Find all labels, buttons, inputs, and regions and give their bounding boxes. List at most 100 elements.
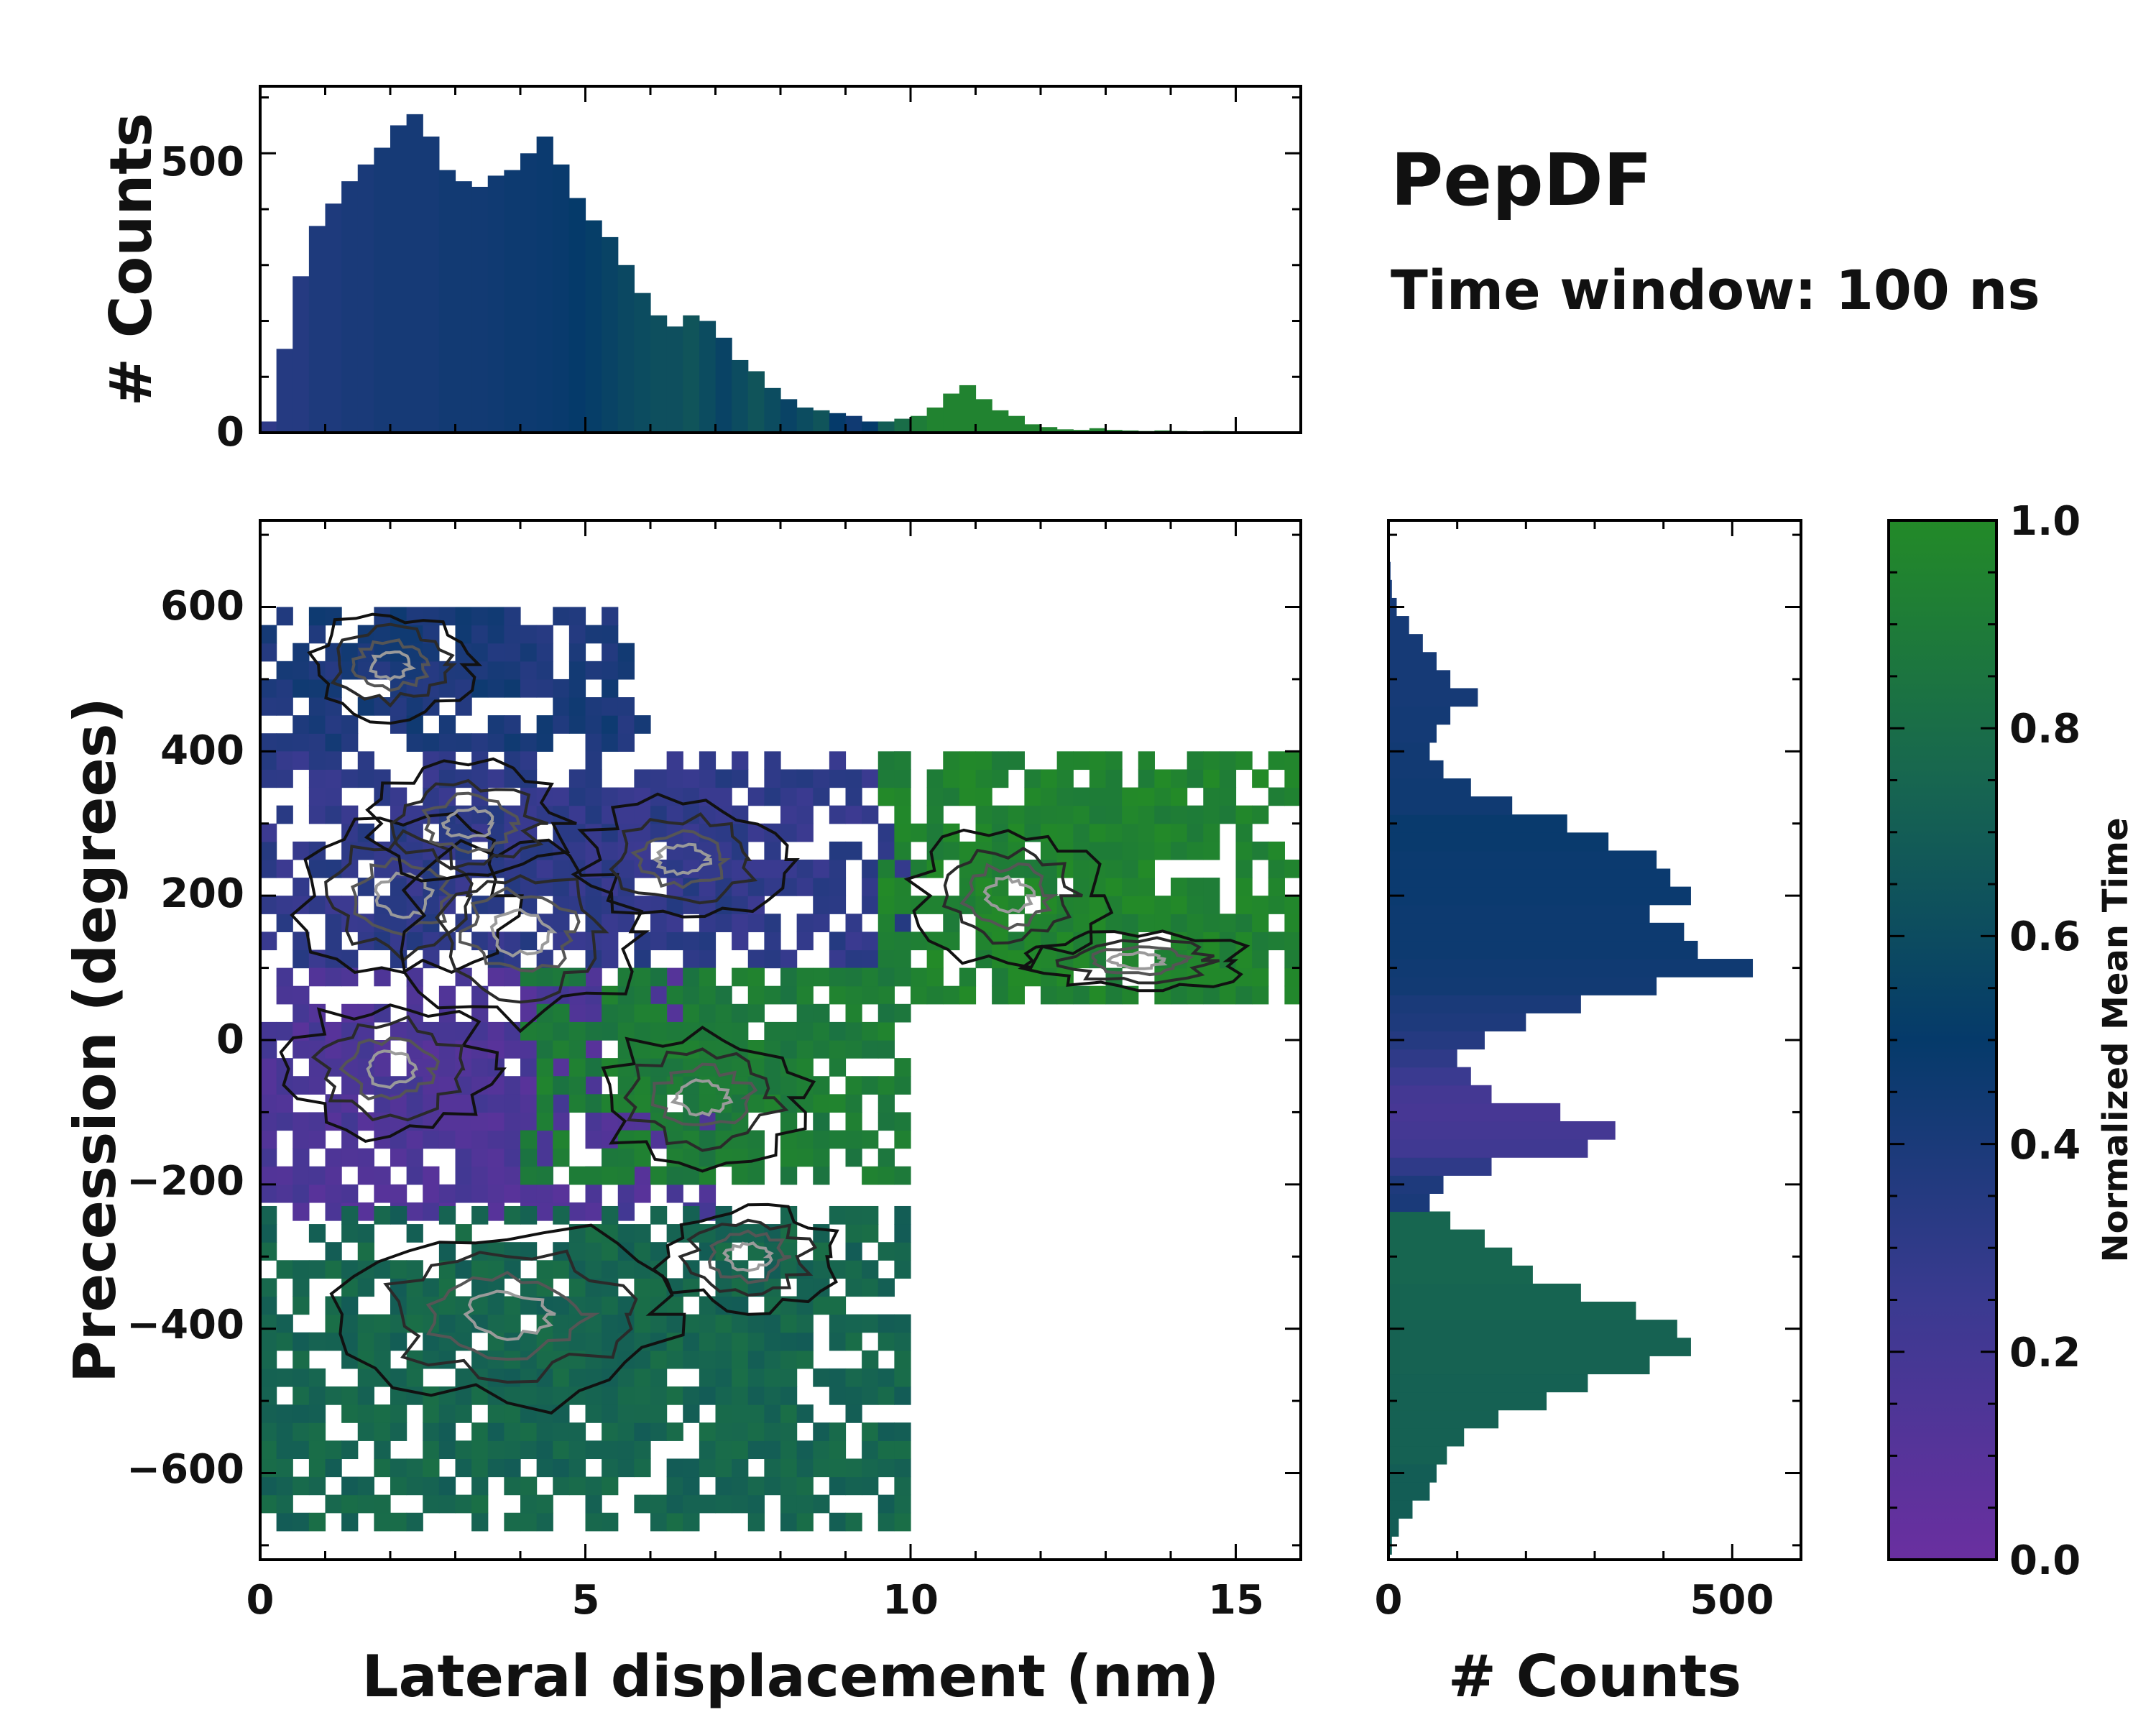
- heatmap-cell: [634, 1224, 651, 1243]
- heatmap-cell: [634, 1440, 651, 1460]
- heatmap-cell: [796, 932, 814, 951]
- heatmap-cell: [260, 1224, 277, 1243]
- heatmap-cell: [926, 823, 944, 842]
- heatmap-cell: [423, 1202, 440, 1221]
- top-hist-bar: [357, 164, 374, 433]
- heatmap-cell: [260, 1076, 277, 1095]
- heatmap-cell: [650, 1003, 668, 1023]
- heatmap-cell: [747, 1224, 765, 1243]
- heatmap-cell: [585, 661, 602, 680]
- heatmap-cell: [699, 1148, 717, 1167]
- heatmap-cell: [699, 1422, 717, 1441]
- heatmap-cell: [487, 1040, 505, 1059]
- heatmap-cell: [585, 733, 602, 752]
- heatmap-cell: [455, 1386, 472, 1405]
- heatmap-cell: [585, 823, 602, 842]
- heatmap-cell: [796, 1512, 814, 1532]
- heatmap-cell: [585, 1440, 602, 1460]
- heatmap-cell: [1154, 841, 1171, 860]
- heatmap-cell: [553, 1003, 570, 1023]
- heatmap-cell: [536, 1003, 553, 1023]
- heatmap-cell: [438, 1058, 456, 1077]
- top-hist-bar: [308, 226, 326, 433]
- heatmap-cell: [406, 1512, 423, 1532]
- heatmap-cell: [325, 1296, 342, 1315]
- right-hist-bar: [1388, 850, 1657, 870]
- heatmap-cell: [471, 1205, 489, 1225]
- heatmap-cell: [764, 932, 781, 951]
- heatmap-cell: [276, 1094, 293, 1113]
- heatmap-cell: [813, 1278, 830, 1297]
- contour-line: [441, 806, 495, 840]
- heatmap-cell: [699, 769, 717, 788]
- heatmap-cell: [862, 1130, 879, 1149]
- heatmap-cell: [992, 859, 1009, 878]
- heatmap-cell: [1122, 914, 1139, 932]
- heatmap-cell: [683, 1350, 700, 1369]
- heatmap-cell: [1268, 859, 1285, 878]
- heatmap-cell: [732, 751, 749, 770]
- heatmap-cell: [308, 661, 326, 680]
- heatmap-cell: [1219, 914, 1237, 932]
- heatmap-cell: [390, 841, 407, 860]
- right-hist-bar: [1388, 1067, 1471, 1086]
- heatmap-cell: [292, 751, 310, 770]
- heatmap-cell: [764, 914, 781, 932]
- heatmap-cell: [504, 625, 521, 644]
- heatmap-cell: [764, 841, 781, 860]
- heatmap-cell: [487, 733, 505, 752]
- heatmap-cell: [683, 967, 700, 987]
- heatmap-cell: [390, 1422, 407, 1441]
- heatmap-cell: [747, 1512, 765, 1532]
- heatmap-cell: [602, 1094, 619, 1113]
- heatmap-cell: [780, 1130, 798, 1149]
- heatmap-cell: [455, 1094, 472, 1113]
- heatmap-cell: [520, 1386, 538, 1405]
- heatmap-cell: [634, 1094, 651, 1113]
- heatmap-cell: [877, 1458, 895, 1478]
- heatmap-cell: [1235, 914, 1253, 932]
- heatmap-cell: [813, 878, 830, 896]
- contour-line: [329, 1223, 686, 1415]
- heatmap-cell: [438, 1076, 456, 1095]
- heatmap-cell: [617, 643, 635, 662]
- heatmap-cell: [341, 1494, 359, 1514]
- heatmap-cell: [292, 1296, 310, 1315]
- heatmap-cell: [1041, 949, 1058, 969]
- heatmap-cell: [536, 1058, 553, 1077]
- heatmap-cell: [260, 697, 277, 716]
- right-hist-bar: [1388, 1013, 1526, 1032]
- heatmap-cell: [911, 985, 928, 1005]
- heatmap-cell: [308, 1332, 326, 1351]
- heatmap-cell: [553, 1476, 570, 1496]
- heatmap-cell: [894, 751, 911, 770]
- heatmap-cell: [602, 1422, 619, 1441]
- right-hist-bar: [1388, 1338, 1691, 1356]
- heatmap-cell: [1056, 751, 1074, 770]
- heatmap-cell: [862, 805, 879, 824]
- heatmap-cell: [536, 733, 553, 752]
- heatmap-cell: [585, 1130, 602, 1149]
- heatmap-cell: [520, 805, 538, 824]
- heatmap-cell: [634, 1386, 651, 1405]
- heatmap-cell: [260, 678, 277, 698]
- contour-line: [310, 1015, 466, 1122]
- heatmap-cell: [292, 1476, 310, 1496]
- main-ytick-label-n400: −400: [126, 1302, 244, 1348]
- heatmap-cell: [1089, 823, 1107, 842]
- heatmap-cell: [634, 715, 651, 734]
- right-hist-bar: [1388, 1409, 1499, 1429]
- heatmap-cell: [650, 1166, 668, 1185]
- heatmap-cell: [536, 1260, 553, 1279]
- heatmap-cell: [553, 1076, 570, 1095]
- heatmap-cell: [780, 769, 798, 788]
- heatmap-cell: [292, 1350, 310, 1369]
- heatmap-cell: [634, 1184, 651, 1203]
- heatmap-cell: [732, 1440, 749, 1460]
- heatmap-cell: [553, 715, 570, 734]
- top-hist-bar: [390, 125, 407, 433]
- top-hist-bar: [520, 153, 538, 433]
- heatmap-cell: [764, 1296, 781, 1315]
- heatmap-cell: [260, 1350, 277, 1369]
- main-ylabel: Precession (degrees): [62, 697, 129, 1383]
